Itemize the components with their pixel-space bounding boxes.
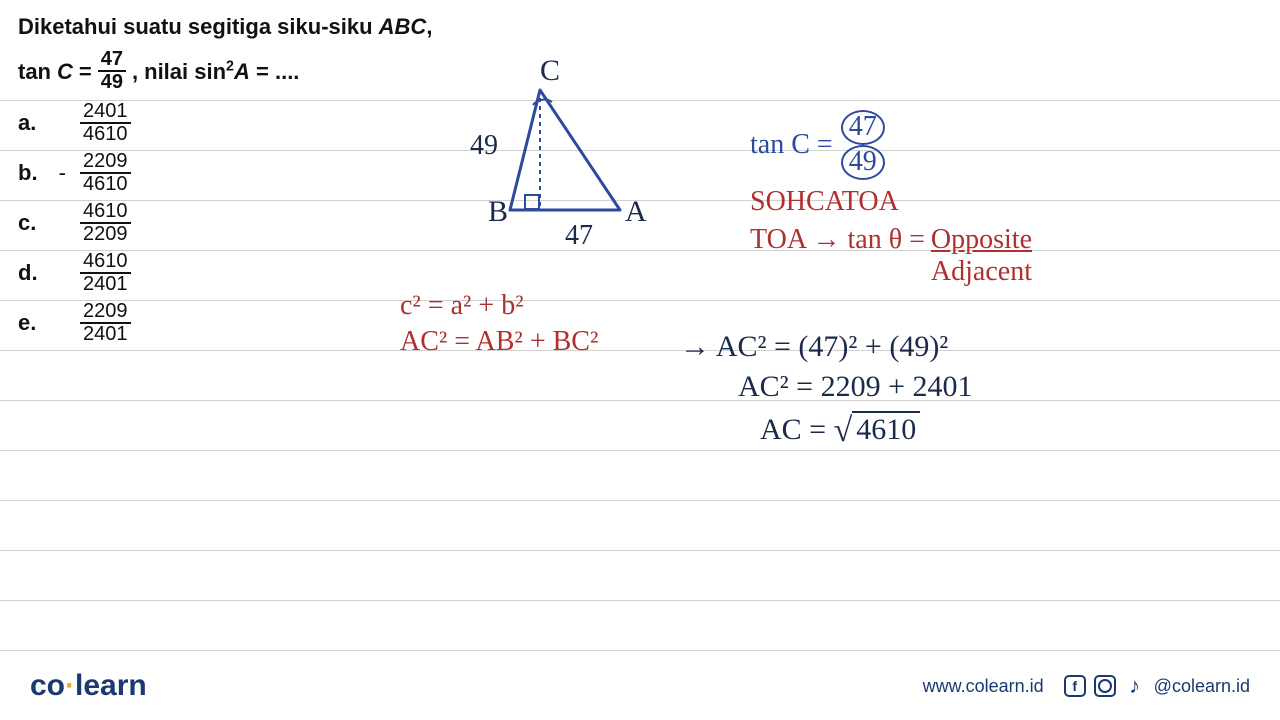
option-num: 2401 — [80, 101, 131, 124]
tan-fraction: 47 49 — [98, 49, 126, 93]
ruled-line — [0, 550, 1280, 551]
calculation-block: → AC² = (47)² + (49)² AC² = 2209 + 2401 … — [680, 330, 1240, 454]
footer: co·learn www.colearn.id f ♪ @colearn.id — [0, 666, 1280, 706]
option-neg: - — [56, 160, 66, 186]
nilai-label: nilai sin — [144, 59, 226, 84]
opposite-label: Opposite — [931, 224, 1032, 256]
q-comma: , — [426, 14, 432, 39]
option-num: 4610 — [80, 201, 131, 224]
sqrt-expr: 4610 — [834, 410, 921, 448]
option-letter: b. — [18, 160, 42, 186]
tan-eq-num: 47 — [841, 110, 885, 145]
q-tail: = .... — [250, 59, 300, 84]
tan-eq-frac: 47 49 — [841, 110, 885, 180]
option-fraction: 46102401 — [80, 251, 131, 295]
option-den: 4610 — [80, 124, 131, 145]
options-list: a.24014610b.-22094610c.46102209d.4610240… — [18, 98, 131, 348]
q-var-abc: ABC — [379, 14, 427, 39]
sohcahtoa-label: SOHCATOA — [750, 186, 1250, 218]
social-icons: f ♪ @colearn.id — [1064, 675, 1250, 697]
eq-sign: = — [79, 55, 92, 88]
logo: co·learn — [30, 669, 147, 703]
option-den: 2209 — [80, 224, 131, 245]
option-row: c. 46102209 — [18, 198, 131, 248]
ruled-line — [0, 600, 1280, 601]
toa-label: TOA → tan θ = — [750, 224, 925, 256]
facebook-icon: f — [1064, 675, 1086, 697]
option-fraction: 22094610 — [80, 151, 131, 195]
option-num: 2209 — [80, 151, 131, 174]
option-fraction: 24014610 — [80, 101, 131, 145]
footer-url: www.colearn.id — [923, 676, 1044, 697]
option-den: 4610 — [80, 174, 131, 195]
vertex-b: B — [488, 195, 508, 229]
option-den: 2401 — [80, 274, 131, 295]
triangle-svg — [430, 60, 690, 260]
footer-right: www.colearn.id f ♪ @colearn.id — [923, 675, 1250, 697]
var-a: A — [234, 59, 250, 84]
adjacent-label: Adjacent — [931, 256, 1032, 288]
ac-eq-label: AC = — [760, 413, 834, 446]
option-fraction: 22092401 — [80, 301, 131, 345]
vertex-c: C — [540, 54, 560, 88]
tan-working: tan C = 47 49 SOHCATOA TOA → tan θ = Opp… — [750, 110, 1250, 294]
question-line-1: Diketahui suatu segitiga siku-siku ABC, — [18, 10, 438, 43]
triangle-sketch: C B A 49 47 — [430, 60, 690, 280]
tiktok-icon: ♪ — [1124, 675, 1146, 697]
q-sep: , — [132, 55, 138, 88]
tan-label: tan — [18, 55, 51, 88]
option-row: d. 46102401 — [18, 248, 131, 298]
option-num: 4610 — [80, 251, 131, 274]
side-ba-label: 47 — [565, 220, 593, 252]
logo-co: co — [30, 669, 65, 702]
tan-num: 47 — [98, 49, 126, 72]
toa-frac: Opposite Adjacent — [931, 224, 1032, 288]
calc-line-1: → AC² = (47)² + (49)² — [680, 330, 1240, 364]
q-prefix: Diketahui suatu segitiga siku-siku — [18, 14, 379, 39]
ruled-line — [0, 500, 1280, 501]
option-row: e. 22092401 — [18, 298, 131, 348]
tan-eq-row: tan C = 47 49 — [750, 110, 1250, 180]
option-letter: c. — [18, 210, 42, 236]
pyth-formula: c² = a² + b² — [400, 290, 820, 322]
sqrt-radicand: 4610 — [852, 411, 920, 446]
calc-line-3: AC = 4610 — [680, 410, 1240, 448]
toa-row: TOA → tan θ = Opposite Adjacent — [750, 224, 1250, 288]
option-num: 2209 — [80, 301, 131, 324]
option-letter: d. — [18, 260, 42, 286]
ruled-line — [0, 650, 1280, 651]
logo-learn: learn — [75, 669, 147, 702]
option-row: b.-22094610 — [18, 148, 131, 198]
question-block: Diketahui suatu segitiga siku-siku ABC, … — [18, 10, 438, 93]
side-bc-label: 49 — [470, 130, 498, 162]
option-letter: e. — [18, 310, 42, 336]
option-row: a. 24014610 — [18, 98, 131, 148]
tan-eq-label: tan C = — [750, 129, 833, 161]
tan-var: C — [57, 55, 73, 88]
option-den: 2401 — [80, 324, 131, 345]
vertex-a: A — [625, 195, 647, 229]
calc-line-2: AC² = 2209 + 2401 — [680, 370, 1240, 404]
question-line-2: tan C = 47 49 , nilai sin2A = .... — [18, 49, 438, 93]
option-letter: a. — [18, 110, 42, 136]
tan-den: 49 — [98, 72, 126, 93]
tan-eq-den: 49 — [841, 145, 885, 180]
logo-dot: · — [65, 669, 75, 702]
sin-sup: 2 — [226, 58, 234, 74]
instagram-icon — [1094, 675, 1116, 697]
option-fraction: 46102209 — [80, 201, 131, 245]
footer-handle: @colearn.id — [1154, 676, 1250, 697]
